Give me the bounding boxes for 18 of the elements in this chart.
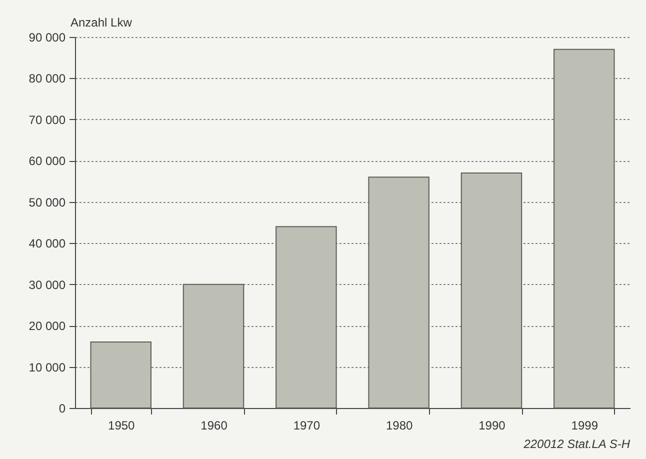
x-tick-label: 1990 xyxy=(478,418,506,432)
y-tick-label: 40 000 xyxy=(28,236,66,251)
y-tick-label: 60 000 xyxy=(28,154,66,168)
y-tick-label: 30 000 xyxy=(28,278,66,292)
text: 220012 Stat.LA S-H xyxy=(522,437,630,451)
y-axis-title: Anzahl Lkw xyxy=(70,16,132,30)
y-tick-label: 70 000 xyxy=(28,112,66,127)
y-tick-label: 90 000 xyxy=(28,30,66,44)
y-tick-label: 80 000 xyxy=(28,72,66,86)
x-tick-label: 1970 xyxy=(293,418,320,432)
y-tick-label: 20 000 xyxy=(28,319,66,334)
y-tick-label: 10 000 xyxy=(28,360,66,374)
x-tick-label: 1999 xyxy=(571,418,598,432)
y-tick-label: 50 000 xyxy=(28,195,66,210)
x-tick-label: 1980 xyxy=(386,418,413,432)
x-tick-label: 1950 xyxy=(108,418,136,432)
y-tick-label: 0 xyxy=(58,402,66,416)
x-tick-label: 1960 xyxy=(200,418,228,432)
